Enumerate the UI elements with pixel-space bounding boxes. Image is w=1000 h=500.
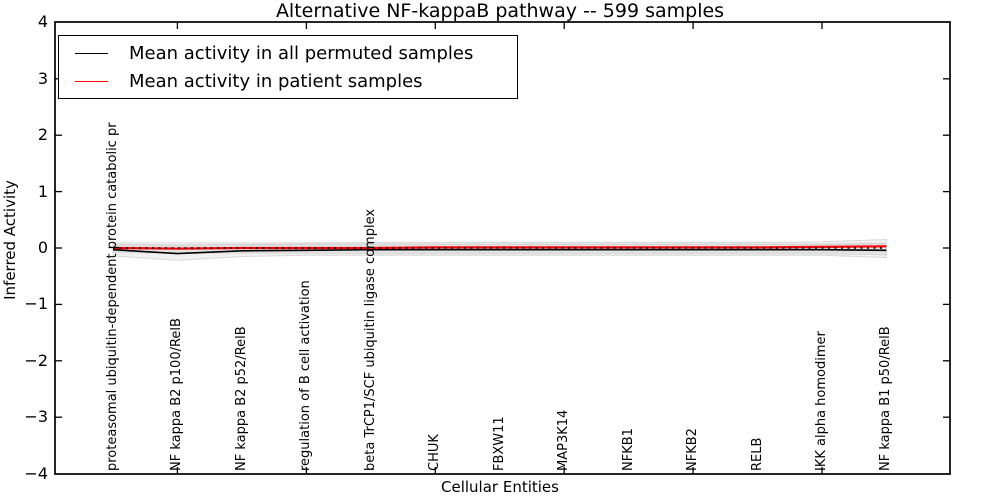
legend-item-patient-samples: Mean activity in patient samples <box>59 67 517 95</box>
y-tick-label: 0 <box>37 238 48 257</box>
y-tick-label: 1 <box>37 181 48 201</box>
legend-label-permuted: Mean activity in all permuted samples <box>129 42 474 64</box>
legend-item-permuted-samples: Mean activity in all permuted samples <box>59 39 517 67</box>
x-axis-label: Cellular Entities <box>441 478 559 496</box>
x-category-label: FBXW11 <box>491 416 507 471</box>
legend: Mean activity in all permuted samples Me… <box>58 35 518 99</box>
x-category-label: beta TrCP1/SCF ubiquitin ligase complex <box>362 208 378 471</box>
x-category-label: NFKB1 <box>620 428 636 471</box>
y-tick-label: 4 <box>37 12 48 32</box>
y-tick-label: 3 <box>37 68 48 88</box>
x-category-label: NF kappa B2 p100/RelB <box>169 318 185 471</box>
x-category-label: RELB <box>749 437 765 471</box>
x-category-label: CHUK <box>427 434 443 471</box>
x-category-label: IKK alpha homodimer <box>814 331 829 471</box>
y-tick-label: −1 <box>24 294 48 314</box>
x-category-label: NF kappa B2 p52/RelB <box>233 326 249 471</box>
y-tick-label: 2 <box>37 125 48 145</box>
x-category-label: regulation of B cell activation <box>298 280 314 471</box>
black-line-swatch <box>75 52 108 54</box>
x-category-label: MAP3K14 <box>556 409 572 471</box>
y-tick-label: −2 <box>24 350 48 370</box>
red-line-swatch <box>75 80 108 82</box>
x-category-label: proteasomal ubiquitin-dependent protein … <box>105 122 120 471</box>
x-category-label: NFKB2 <box>685 428 701 471</box>
x-category-label: NF kappa B1 p50/RelB <box>878 326 894 471</box>
y-tick-label: −3 <box>24 407 48 427</box>
y-tick-label: −4 <box>24 463 48 483</box>
legend-label-patient: Mean activity in patient samples <box>129 70 423 92</box>
chart-title: Alternative NF-kappaB pathway -- 599 sam… <box>275 0 725 22</box>
